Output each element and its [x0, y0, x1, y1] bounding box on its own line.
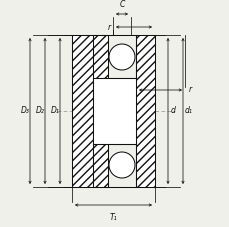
Circle shape: [109, 44, 134, 70]
Circle shape: [109, 152, 134, 178]
Text: T₁: T₁: [109, 213, 117, 222]
Text: d₁: d₁: [184, 106, 192, 116]
Bar: [93, 78, 135, 144]
Bar: [72, 35, 93, 187]
Text: D₂: D₂: [35, 106, 44, 116]
Text: r: r: [107, 22, 110, 32]
Bar: [93, 35, 108, 78]
Text: r: r: [188, 86, 191, 94]
Text: C: C: [119, 0, 124, 9]
Bar: [135, 35, 154, 187]
Text: D₃: D₃: [20, 106, 29, 116]
Bar: [93, 144, 108, 187]
Text: D₁: D₁: [50, 106, 59, 116]
Text: d: d: [170, 106, 175, 116]
